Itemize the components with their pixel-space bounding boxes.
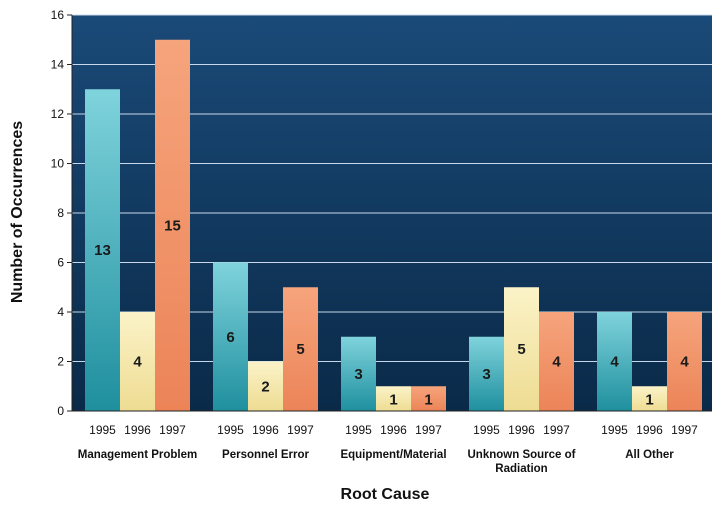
bar-1995 [469,336,504,411]
bar-1996 [248,361,283,411]
category-label: All Other [625,449,674,461]
axes [67,14,712,412]
x-tick-label: 1997 [159,423,186,437]
category-label: Personnel Error [222,449,309,461]
y-tick-label: 6 [57,256,64,270]
bar-1997 [667,312,702,411]
x-tick-labels: 1995 1996 1997 1995 1996 1997 1995 1996 1997 1995… [89,423,698,437]
x-tick-label: 1996 [124,423,151,437]
bar-value-label: 1 [389,391,397,408]
x-tick-label: 1995 [217,423,244,437]
y-tick-label: 16 [51,8,65,22]
x-tick-label: 1995 [345,423,372,437]
x-tick-label: 1997 [415,423,442,437]
bar-1997 [539,312,574,411]
y-tick-label: 10 [51,157,65,171]
bar-1996 [376,386,411,411]
bar-1995 [597,312,632,411]
bar-value-label: 6 [226,329,234,346]
bars [85,39,702,411]
bar-1996 [504,287,539,411]
x-tick-label: 1996 [380,423,407,437]
bar-1996 [632,386,667,411]
bar-value-label: 3 [482,366,490,383]
x-tick-label: 1995 [601,423,628,437]
bar-value-label: 15 [164,217,181,234]
bar-value-label: 3 [354,366,362,383]
y-tick-label: 12 [51,107,65,121]
bar-1997 [411,386,446,411]
bar-1995 [85,89,120,411]
category-label: Management Problem [78,449,198,461]
bar-value-label: 1 [424,391,432,408]
bar-1997 [283,287,318,411]
bar-value-label: 13 [94,242,111,259]
x-tick-label: 1997 [287,423,314,437]
bar-1997 [155,39,190,411]
bar-value-label: 5 [517,341,525,358]
y-tick-label: 8 [57,206,64,220]
y-tick-labels: 0 2 4 6 8 10 12 14 16 [51,8,65,418]
bar-1995 [213,262,248,411]
y-tick-label: 2 [57,355,64,369]
category-label: Unknown Source of [468,449,576,461]
bar-1995 [341,336,376,411]
x-tick-label: 1996 [636,423,663,437]
bar-value-label: 2 [261,378,269,395]
bar-value-label: 1 [645,391,653,408]
category-label: Equipment/Material [340,449,446,461]
x-tick-label: 1997 [671,423,698,437]
bar-1996 [120,312,155,411]
bar-value-label: 4 [680,354,689,371]
bar-value-label: 4 [552,354,561,371]
bar-value-label: 4 [610,354,619,371]
category-label: Radiation [495,463,547,475]
x-tick-label: 1995 [473,423,500,437]
x-tick-label: 1996 [508,423,535,437]
y-tick-label: 4 [57,305,64,319]
x-tick-label: 1995 [89,423,116,437]
bar-value-label: 5 [296,341,304,358]
x-tick-label: 1996 [252,423,279,437]
x-axis-title: Root Cause [341,486,430,503]
y-tick-label: 14 [51,58,65,72]
x-tick-label: 1997 [543,423,570,437]
category-labels: Management Problem Personnel Error Equipme… [78,449,675,475]
y-tick-label: 0 [57,404,64,418]
bar-value-label: 4 [133,354,142,371]
y-axis-title: Number of Occurrences [9,121,26,303]
